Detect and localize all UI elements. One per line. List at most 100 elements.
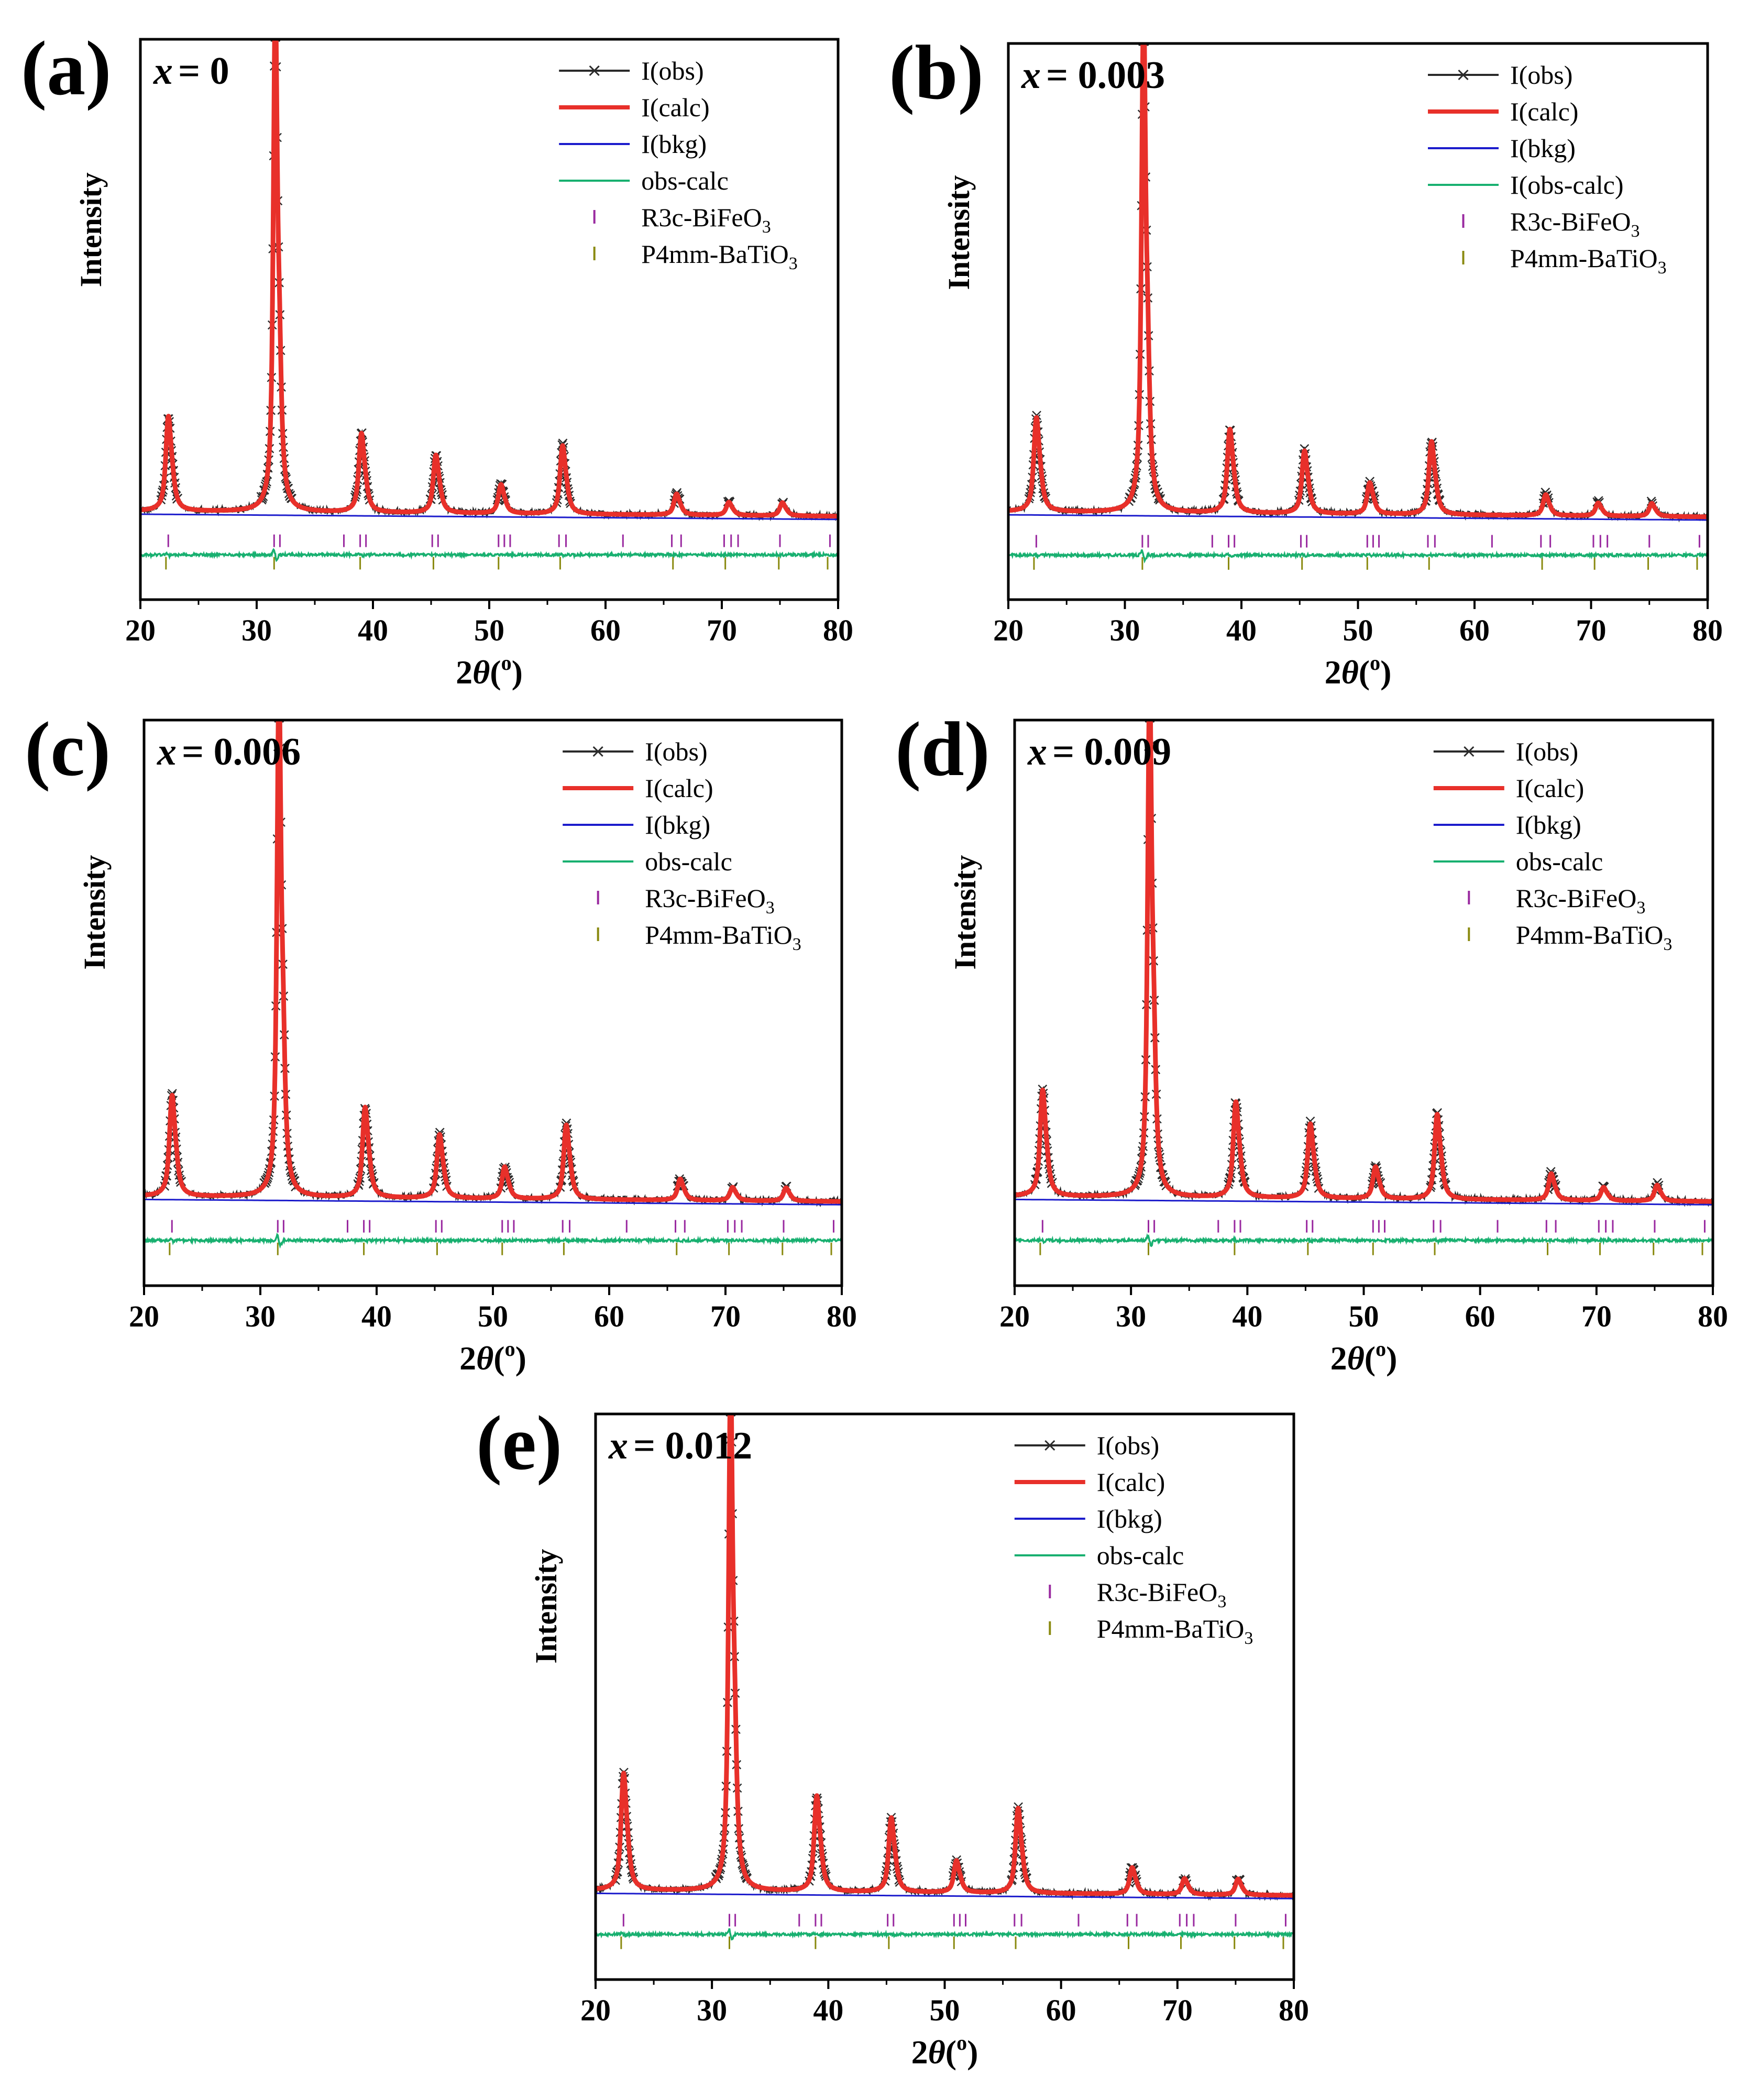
bkg-series [144,1198,842,1206]
legend: I(obs)I(calc)I(bkg)I(obs-calc)R3c-BiFeO3… [1428,60,1667,278]
x-tick-label: 70 [710,1299,741,1333]
legend-diff-label: obs-calc [641,166,729,195]
x-tick-label: 60 [1046,1993,1076,2027]
legend-obs-marker [592,746,603,757]
diff-series [144,1232,842,1249]
legend-obs-marker [589,65,600,76]
diff-series [596,1928,1294,1941]
legend-diff-label: obs-calc [1097,1541,1184,1570]
legend-p4mm-sub: 3 [1663,935,1672,954]
x-tick-label: 70 [1581,1299,1612,1333]
legend-obs-label: I(obs) [1510,60,1572,90]
composition-value: = 0.009 [1052,731,1171,773]
composition-var: x [1021,54,1041,97]
x-tick-label: 40 [358,613,388,647]
plot-area [596,1414,1294,1949]
legend-obs-label: I(obs) [1097,1431,1159,1460]
obs-series [596,1414,1294,1902]
x-tick-label: 70 [1162,1993,1193,2027]
legend-calc-label: I(calc) [1516,773,1584,803]
x-tick-label: 40 [361,1299,392,1333]
x-tick-label: 40 [1232,1299,1262,1333]
legend-calc-label: I(calc) [1510,97,1578,126]
obs-series [1015,720,1713,1207]
legend-obs-marker [1044,1440,1055,1451]
bkg-series [1015,1198,1713,1206]
panel-letter: (a) [21,26,112,112]
legend-bkg-label: I(bkg) [1510,134,1576,163]
bkg-series [1008,514,1708,521]
bkg-series [140,513,838,521]
bkg-series [596,1892,1294,1899]
x-tick-label: 60 [590,613,621,647]
legend-calc-label: I(calc) [641,93,709,122]
x-axis-label-2: 2 [1330,1340,1347,1377]
legend-obs-label: I(obs) [641,56,703,85]
p4mm-ticks [165,557,829,570]
x-axis-label: 2θ(o) [1330,1337,1398,1377]
legend: I(obs)I(calc)I(bkg)obs-calcR3c-BiFeO3P4m… [1433,737,1672,954]
x-tick-label: 20 [125,613,156,647]
composition-value: = 0.012 [633,1424,752,1467]
r3c-ticks [1035,535,1700,548]
composition-label: x = 0.012 [608,1424,752,1467]
legend: I(obs)I(calc)I(bkg)obs-calcR3c-BiFeO3P4m… [1014,1431,1253,1648]
diff-series [1015,1233,1713,1247]
obs-series [140,39,838,522]
y-axis-label: Intensity [942,175,976,290]
legend-p4mm-sub: 3 [1244,1629,1253,1648]
legend-r3c-base: R3c-BiFeO [641,203,762,232]
x-tick-label: 50 [1349,1299,1379,1333]
x-axis-label-theta: θ [1347,1340,1365,1377]
legend-calc-label: I(calc) [1097,1467,1165,1497]
x-tick-label: 30 [241,613,272,647]
x-axis-label-close: ) [967,2033,978,2071]
r3c-ticks [167,534,831,547]
legend-bkg-label: I(bkg) [645,810,710,839]
x-tick-label: 20 [580,1993,611,2027]
legend-p4mm-base: P4mm-BaTiO [641,239,789,269]
x-axis-label-open: ( [493,1340,504,1377]
panel-letter: (b) [889,30,984,116]
panel-letter: (e) [476,1400,562,1486]
composition-label: x = 0 [153,50,229,93]
plot-area [144,720,842,1255]
legend-diff-label: I(obs-calc) [1510,170,1624,200]
x-tick-label: 60 [1465,1299,1495,1333]
x-tick-label: 50 [930,1993,960,2027]
legend-p4mm-label: P4mm-BaTiO3 [641,239,798,273]
legend-r3c-label: R3c-BiFeO3 [645,883,775,918]
y-axis-label: Intensity [529,1549,563,1664]
legend-p4mm-label: P4mm-BaTiO3 [1097,1614,1253,1648]
legend-r3c-base: R3c-BiFeO [1097,1577,1218,1607]
diff-series [140,548,838,562]
x-axis-label-degree: o [505,1337,515,1361]
plot-area [1015,720,1713,1255]
r3c-ticks [1041,1220,1706,1233]
legend-diff-label: obs-calc [645,847,732,876]
legend-r3c-sub: 3 [1631,222,1640,241]
legend-p4mm-base: P4mm-BaTiO [1510,244,1658,273]
legend-obs-marker [1464,746,1475,757]
panel-d: 20 30 40 50 60 70 80 2θ(o) Intensity (d) x = 0.009 I… [895,706,1728,1377]
panel-b: 20 30 40 50 60 70 80 2θ(o) Intensity (b) x = 0.003 I… [889,30,1723,691]
y-axis-label: Intensity [74,172,108,287]
legend-obs-marker [1458,69,1469,81]
x-tick-label: 40 [1226,613,1257,647]
legend-p4mm-label: P4mm-BaTiO3 [1510,244,1667,278]
x-tick-label: 30 [245,1299,276,1333]
x-tick-label: 70 [1576,613,1607,647]
x-axis-label-open: ( [1359,654,1370,691]
legend-r3c-sub: 3 [1217,1592,1226,1611]
panel-a: 20 30 40 50 60 70 80 2θ(o) Intensity (a) x = 0 I(obs… [21,26,853,691]
legend-r3c-base: R3c-BiFeO [1516,883,1637,913]
legend-p4mm-label: P4mm-BaTiO3 [645,920,801,954]
x-tick-label: 50 [1343,613,1373,647]
x-axis-label-2: 2 [911,2033,928,2071]
x-tick-label: 20 [999,1299,1030,1333]
x-tick-label: 80 [1692,613,1723,647]
legend-r3c-label: R3c-BiFeO3 [1097,1577,1227,1611]
diff-series [1008,549,1708,564]
x-axis-label: 2θ(o) [911,2031,978,2071]
